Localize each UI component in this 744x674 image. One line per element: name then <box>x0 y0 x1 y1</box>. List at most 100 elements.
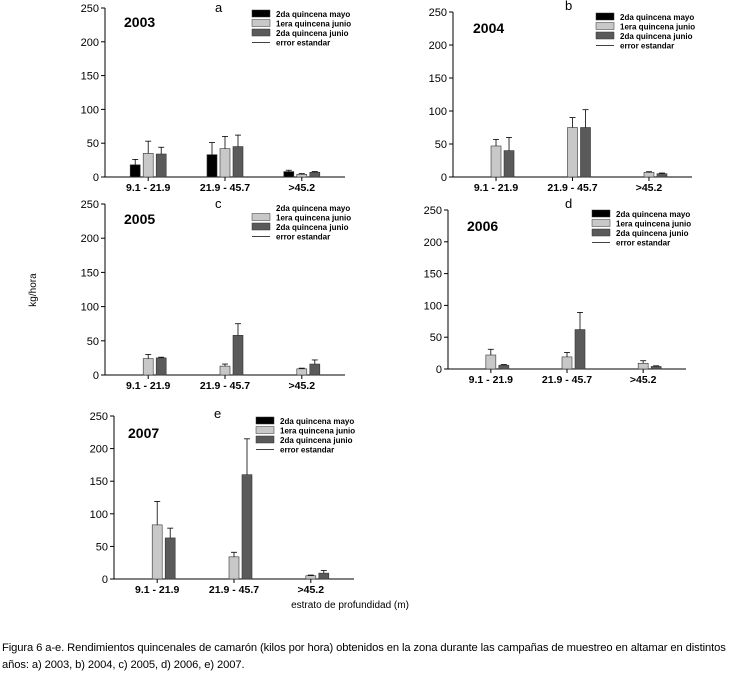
bar <box>498 364 510 370</box>
panel-letter: d <box>565 196 572 211</box>
legend-swatch <box>251 213 271 221</box>
chart-title: 2005 <box>124 211 155 227</box>
chart-title: 2007 <box>128 425 159 441</box>
legend-entry: 2da quincena mayo <box>276 10 350 19</box>
legend-swatch <box>595 22 615 30</box>
bar <box>503 150 515 178</box>
bar <box>656 173 668 178</box>
chart-panel-c: 0 50 100 150 200 250 9.1 - 21.9 21.9 - 45.7 >45.… <box>81 196 352 392</box>
y-tick-label: 0 <box>93 172 99 184</box>
bar <box>206 154 218 178</box>
x-tick-label: >45.2 <box>289 380 316 392</box>
x-tick-label: 9.1 - 21.9 <box>135 584 180 596</box>
legend-swatch <box>595 31 615 40</box>
x-tick-label: >45.2 <box>630 374 657 386</box>
bar <box>485 354 497 370</box>
legend-entry: 1era quincena junio <box>620 23 695 32</box>
x-axis-label: estrato de profundidad (m) <box>291 600 409 611</box>
legend-entry: 1era quincena junio <box>616 220 691 229</box>
legend-swatch <box>251 222 271 231</box>
bar <box>561 356 573 370</box>
bar <box>296 368 308 376</box>
x-tick-label: 21.9 - 45.7 <box>209 584 259 596</box>
legend-entry: 1era quincena junio <box>276 214 351 223</box>
x-tick-label: 21.9 - 45.7 <box>547 182 597 194</box>
legend-entry: error estandar <box>276 39 330 48</box>
bar <box>567 127 578 178</box>
x-tick-label: 9.1 - 21.9 <box>469 374 514 386</box>
y-tick-label: 200 <box>81 37 99 49</box>
y-tick-label: 250 <box>81 199 99 211</box>
legend-entry: error estandar <box>276 233 330 242</box>
y-tick-label: 50 <box>96 541 108 553</box>
y-tick-label: 0 <box>441 172 447 184</box>
bar <box>151 524 163 580</box>
bar <box>164 537 176 580</box>
legend-swatch <box>251 28 271 37</box>
bar <box>219 365 231 376</box>
bar <box>228 556 240 580</box>
bar <box>142 153 154 178</box>
legend-entry: 2da quincena mayo <box>620 13 694 22</box>
bar <box>232 146 244 178</box>
legend-entry: 2da quincena mayo <box>280 417 354 426</box>
bar <box>580 127 591 178</box>
legend-entry: 1era quincena junio <box>276 20 351 29</box>
bar <box>155 357 167 376</box>
y-tick-label: 150 <box>429 73 447 85</box>
bar <box>296 173 308 178</box>
bar <box>318 572 330 580</box>
y-tick-label: 200 <box>429 40 447 52</box>
bar <box>490 145 502 178</box>
bar <box>309 363 321 376</box>
y-axis-label: kg/hora <box>28 273 39 307</box>
chart-panel-d: 0 50 100 150 200 250 9.1 - 21.9 21.9 - 45.7 >45.… <box>424 196 692 386</box>
y-tick-label: 100 <box>81 104 99 116</box>
legend-swatch <box>591 209 611 218</box>
y-tick-label: 150 <box>424 269 442 281</box>
legend-swatch <box>255 416 275 425</box>
y-tick-label: 250 <box>429 7 447 19</box>
legend-swatch <box>255 435 275 444</box>
legend-swatch <box>251 19 271 27</box>
chart-panel-e: 0 50 100 150 200 250 9.1 - 21.9 21.9 - 45.7 >45.… <box>90 406 356 596</box>
panel-letter: a <box>215 0 223 15</box>
legend-entry: 2da quincena junio <box>616 229 689 238</box>
x-tick-label: 9.1 - 21.9 <box>126 380 171 392</box>
y-tick-label: 250 <box>424 205 442 217</box>
y-tick-label: 50 <box>87 138 99 150</box>
panel-letter: c <box>215 196 222 211</box>
y-tick-label: 100 <box>429 106 447 118</box>
y-tick-label: 100 <box>424 300 442 312</box>
bar <box>219 148 231 178</box>
legend-entry: error estandar <box>616 239 670 248</box>
y-tick-label: 50 <box>87 336 99 348</box>
y-tick-label: 150 <box>81 71 99 83</box>
y-tick-label: 100 <box>81 302 99 314</box>
x-tick-label: 21.9 - 45.7 <box>200 182 250 194</box>
bar <box>305 575 317 580</box>
y-tick-label: 250 <box>90 411 108 423</box>
y-tick-label: 0 <box>436 364 442 376</box>
y-tick-label: 200 <box>424 237 442 249</box>
legend-entry: error estandar <box>280 446 334 455</box>
y-tick-label: 50 <box>435 139 447 151</box>
legend-entry: error estandar <box>620 42 674 51</box>
y-tick-label: 0 <box>102 574 108 586</box>
bar <box>142 358 154 376</box>
figure-caption: Figura 6 a-e. Rendimientos quincenales d… <box>2 642 726 671</box>
legend-entry: 1era quincena junio <box>280 427 355 436</box>
legend-swatch <box>255 426 275 434</box>
chart-title: 2006 <box>467 218 498 234</box>
x-tick-label: 21.9 - 45.7 <box>542 374 592 386</box>
legend-entry: 2da quincena junio <box>276 223 349 232</box>
bar <box>283 171 295 178</box>
legend-entry: 2da quincena junio <box>280 436 353 445</box>
x-tick-label: 21.9 - 45.7 <box>200 380 250 392</box>
legend-swatch <box>251 9 271 18</box>
bar <box>241 474 253 580</box>
legend-entry: 2da quincena mayo <box>616 210 690 219</box>
x-tick-label: >45.2 <box>289 182 316 194</box>
y-tick-label: 200 <box>81 233 99 245</box>
